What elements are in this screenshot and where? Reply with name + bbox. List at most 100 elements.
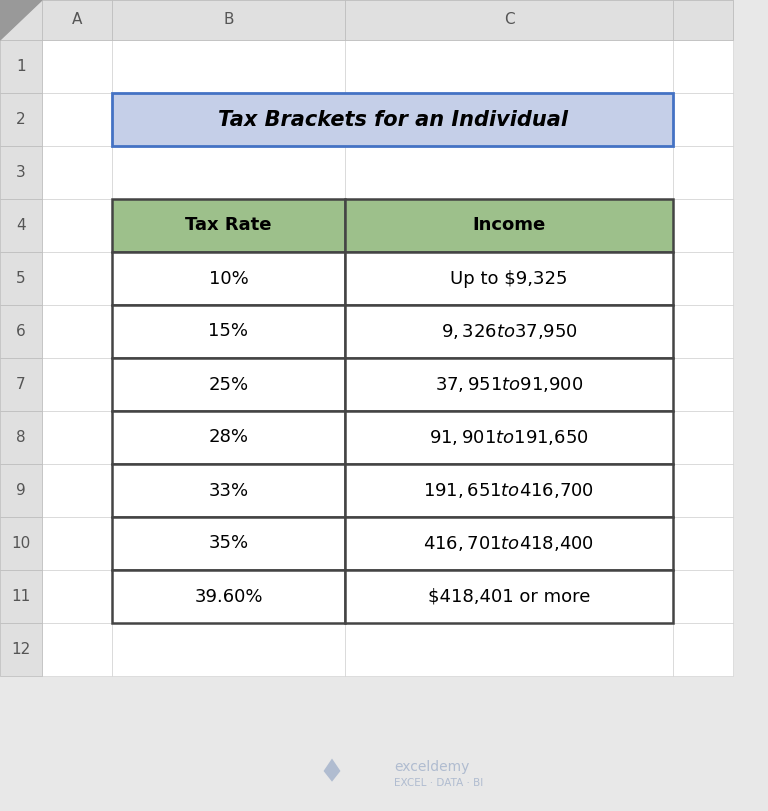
Bar [42,40,112,93]
Bar [112,40,345,93]
Bar [112,623,345,676]
Bar [0,0,42,40]
Bar [42,146,112,199]
Bar [0,623,42,676]
Bar [42,517,112,570]
Bar [112,570,345,623]
Bar [42,464,112,517]
Text: 25%: 25% [208,375,249,393]
Bar [112,517,345,570]
Text: Tax Brackets for an Individual: Tax Brackets for an Individual [217,109,568,130]
Bar [112,146,345,199]
Text: A: A [72,12,82,28]
Text: 6: 6 [16,324,26,339]
Bar [112,305,345,358]
Bar [673,411,733,464]
Bar [42,93,112,146]
Text: 2: 2 [16,112,26,127]
Text: Income: Income [472,217,545,234]
Text: C: C [504,12,515,28]
Text: 9: 9 [16,483,26,498]
Bar [42,358,112,411]
Text: Tax Rate: Tax Rate [185,217,272,234]
Bar [42,570,112,623]
Text: 15%: 15% [208,323,249,341]
Bar [673,570,733,623]
Bar [0,411,42,464]
Bar [112,199,345,252]
Bar [345,252,673,305]
Bar [345,464,673,517]
Bar [345,40,673,93]
Bar [345,199,673,252]
Text: $37,951 to $91,900: $37,951 to $91,900 [435,375,583,394]
Bar [0,199,42,252]
Bar [42,0,112,40]
Text: exceldemy: exceldemy [394,760,469,774]
Bar [673,146,733,199]
Bar [112,358,345,411]
Bar [0,358,42,411]
Text: 35%: 35% [208,534,249,552]
Bar [112,517,345,570]
Bar [0,146,42,199]
Bar [112,199,345,252]
Bar [112,464,345,517]
Bar [345,411,673,464]
Bar [112,358,345,411]
Bar [0,570,42,623]
Bar [0,40,42,93]
Bar [345,570,673,623]
Text: 12: 12 [12,642,31,657]
Text: 3: 3 [16,165,26,180]
Bar [673,252,733,305]
Bar [112,252,345,305]
Text: 7: 7 [16,377,26,392]
Bar [112,252,345,305]
Bar [673,517,733,570]
Bar [673,305,733,358]
Bar [0,464,42,517]
Text: EXCEL · DATA · BI: EXCEL · DATA · BI [394,778,483,788]
Bar [345,358,673,411]
Bar [673,623,733,676]
Bar [673,464,733,517]
Bar [112,93,345,146]
Bar [112,570,345,623]
Bar [42,252,112,305]
Bar [345,252,673,305]
Text: $191,651 to $416,700: $191,651 to $416,700 [423,481,594,500]
Text: 1: 1 [16,59,26,74]
Bar [673,199,733,252]
Text: 5: 5 [16,271,26,286]
Bar [345,517,673,570]
Text: 4: 4 [16,218,26,233]
Bar [673,358,733,411]
Bar [112,411,345,464]
Bar [673,0,733,40]
Text: B: B [223,12,233,28]
Bar [42,305,112,358]
Text: $418,401 or more: $418,401 or more [428,587,590,606]
Text: 10: 10 [12,536,31,551]
Bar [345,146,673,199]
Text: 33%: 33% [208,482,249,500]
Bar [112,93,673,146]
Bar [673,40,733,93]
Bar [42,623,112,676]
Text: 10%: 10% [209,269,248,288]
Bar [42,40,733,676]
Bar [345,93,673,146]
Text: $416,701 to $418,400: $416,701 to $418,400 [423,534,594,553]
Text: 39.60%: 39.60% [194,587,263,606]
Text: Up to $9,325: Up to $9,325 [450,269,568,288]
Bar [345,570,673,623]
Bar [0,305,42,358]
Bar [112,305,345,358]
Bar [0,517,42,570]
Bar [345,411,673,464]
Bar [345,517,673,570]
Bar [42,411,112,464]
Text: 8: 8 [16,430,26,445]
Polygon shape [0,0,42,40]
